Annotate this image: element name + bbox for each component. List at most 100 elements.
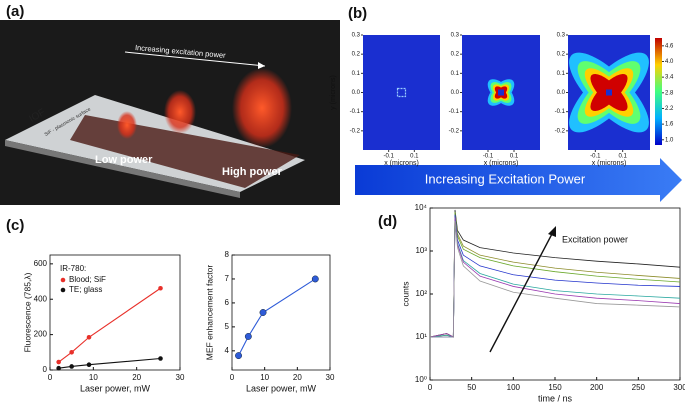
y-tick-label: 400 [34, 294, 48, 303]
y-tick-label: 0.0 [352, 90, 361, 96]
x-tick-label: 0.1 [510, 154, 519, 160]
marker [56, 359, 61, 365]
y-tick-label: -0.2 [350, 128, 361, 134]
x-tick-label: 50 [467, 383, 476, 392]
colorbar-label: 2.2 [665, 106, 674, 112]
x-tick-label: -0.1 [483, 154, 494, 160]
marker [86, 362, 92, 367]
x-axis-label: x (microns) [384, 160, 419, 167]
y-tick-label: 5 [225, 322, 230, 331]
arrow-head [258, 62, 265, 69]
x-tick-label: 200 [590, 383, 604, 392]
panel-label: (a) [6, 3, 24, 20]
y-tick-label: 0.1 [352, 71, 361, 77]
x-tick-label: -0.1 [590, 154, 601, 160]
series-line [429, 217, 681, 338]
series-line [58, 287, 161, 363]
marker [158, 356, 163, 361]
emission-mid [164, 90, 196, 134]
y-axis-label: y (microns) [330, 75, 337, 110]
x-axis-label: Laser power, mW [246, 383, 317, 393]
x-tick-label: 20 [132, 373, 141, 382]
y-tick-label: 0.3 [451, 33, 460, 39]
x-tick-label: 30 [326, 373, 335, 382]
marker [69, 364, 74, 369]
annotation-arrow [489, 231, 554, 353]
legend-marker [60, 277, 66, 283]
y-tick-label: 0.2 [557, 52, 566, 58]
y-tick-label: -0.1 [555, 109, 566, 115]
y-tick-label: 8 [225, 250, 230, 259]
y-tick-label: 10⁰ [415, 375, 427, 384]
marker [158, 285, 163, 291]
y-tick-label: 10³ [415, 246, 427, 255]
x-tick-label: 10 [89, 373, 98, 382]
x-tick-label: 0 [48, 373, 53, 382]
colorbar-label: 4.6 [665, 43, 674, 49]
particle [498, 89, 504, 96]
y-tick-label: -0.1 [350, 109, 361, 115]
y-tick-label: 10² [415, 289, 427, 298]
y-axis-label: counts [400, 281, 410, 306]
legend-label: TE; glass [69, 285, 102, 294]
x-tick-label: 0 [428, 383, 433, 392]
x-tick-label: 0.1 [618, 154, 627, 160]
panel-label: (c) [6, 217, 24, 234]
annotation-arrow-head [548, 226, 556, 237]
x-axis-label: x (microns) [592, 160, 627, 167]
y-tick-label: -0.2 [555, 128, 566, 134]
y-tick-label: 200 [34, 330, 48, 339]
marker [86, 334, 92, 340]
high-power: High power [222, 166, 283, 178]
x-axis-label: time / ns [538, 393, 573, 403]
y-tick-label: 10¹ [415, 332, 427, 341]
marker [244, 333, 252, 340]
arrow-text: Increasing Excitation Power [425, 171, 586, 186]
slide-edge [5, 140, 240, 198]
legend-label: Blood; SiF [69, 275, 106, 284]
legend-marker [60, 287, 66, 293]
y-tick-label: 0 [43, 365, 48, 374]
y-tick-label: 0.2 [352, 52, 361, 58]
heatmap [363, 35, 440, 150]
x-tick-label: 10 [260, 373, 269, 382]
emission-high [232, 68, 292, 148]
y-tick-label: 0.3 [557, 33, 566, 39]
panel-label: (d) [378, 213, 397, 230]
y-axis-label: MEF enhancement factor [204, 265, 214, 361]
low-power: Low power [95, 154, 153, 166]
x-tick-label: 30 [176, 373, 185, 382]
x-tick-label: -0.1 [383, 154, 394, 160]
x-axis-label: Laser power, mW [80, 383, 151, 393]
colorbar [655, 38, 662, 145]
plot-frame [231, 254, 331, 371]
colorbar-label: 4.0 [665, 59, 674, 65]
x-tick-label: 20 [293, 373, 302, 382]
series-line [430, 220, 681, 338]
y-axis-label: Fluorescence (785,λ) [22, 272, 32, 352]
x-tick-label: 0.1 [410, 154, 419, 160]
y-tick-label: 0.0 [451, 90, 460, 96]
y-tick-label: 0.0 [557, 90, 566, 96]
y-tick-label: 10⁴ [415, 203, 428, 212]
marker [259, 309, 267, 316]
y-tick-label: -0.1 [449, 109, 460, 115]
annotation: Excitation power [562, 234, 628, 244]
colorbar-label: 2.8 [665, 90, 674, 96]
hotspot [396, 87, 407, 98]
y-tick-label: 0.3 [352, 33, 361, 39]
y-tick-label: 7 [225, 274, 230, 283]
y-tick-label: 4 [225, 346, 230, 355]
emission-low [117, 111, 137, 139]
panel-label: (b) [348, 5, 367, 22]
x-tick-label: 100 [507, 383, 521, 392]
excitation-arrow [355, 158, 682, 202]
series-line [238, 278, 316, 356]
particle [606, 89, 612, 96]
marker [311, 275, 319, 283]
x-axis-label: x (microns) [484, 160, 519, 167]
marker [69, 350, 74, 355]
x-tick-label: 0 [230, 373, 235, 382]
y-tick-label: 0.2 [451, 52, 460, 58]
